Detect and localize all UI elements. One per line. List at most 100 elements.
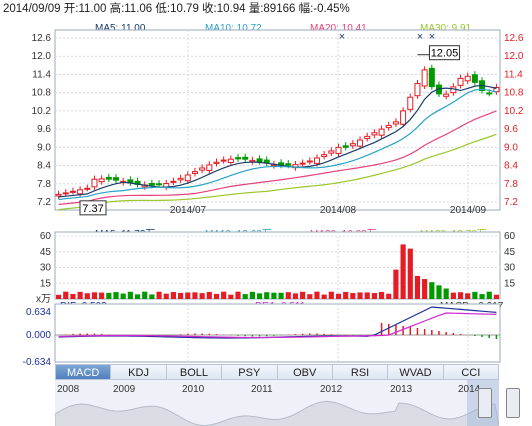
ma5-line — [58, 84, 497, 198]
candle — [249, 159, 256, 163]
volume-bar — [343, 291, 349, 299]
volume-bar — [206, 291, 212, 299]
volume-bar — [77, 291, 83, 299]
date-axis-tick: 2014/09 — [450, 205, 487, 216]
price-axis-tick: 10.2 — [32, 106, 52, 117]
candle — [91, 178, 98, 188]
volume-bar — [493, 294, 499, 299]
price-axis-tick: 11.4 — [32, 69, 51, 80]
indicator-tabs: MACD KDJ BOLL PSY OBV RSI WVAD CCI — [55, 364, 499, 380]
candle — [335, 146, 342, 154]
ma20-legend: MA20: 10.41 — [310, 23, 367, 34]
tab-kdj[interactable]: KDJ — [110, 364, 166, 380]
volume-bar — [213, 293, 220, 299]
candle — [199, 167, 206, 171]
candle — [77, 189, 84, 195]
candle — [421, 69, 428, 87]
tab-obv[interactable]: OBV — [276, 364, 332, 380]
volume-bar — [163, 293, 169, 299]
date-axis-tick: 2014/07 — [170, 205, 207, 216]
tab-wvad[interactable]: WVAD — [387, 364, 443, 380]
navigator-right-handle[interactable] — [506, 388, 520, 418]
volume-axis-tick: 30 — [40, 263, 52, 274]
candle — [414, 83, 421, 97]
volume-bar — [134, 294, 141, 299]
candle — [357, 139, 364, 147]
candle — [148, 182, 155, 186]
volume-bar — [264, 292, 270, 299]
candle — [191, 171, 198, 174]
candle — [428, 67, 435, 88]
year-label: 2013 — [390, 384, 413, 395]
volume-bar — [321, 294, 327, 299]
candle — [407, 96, 414, 110]
tab-macd[interactable]: MACD — [55, 364, 111, 380]
candle — [400, 110, 407, 125]
candle — [256, 158, 263, 163]
bookmark-x-icon: × — [339, 31, 345, 43]
volume-bar — [84, 293, 90, 299]
volume-bar — [142, 291, 148, 299]
volume-bar — [91, 292, 98, 299]
timeline-navigator[interactable]: 2008 2009 2010 2011 2012 2013 2014 — [55, 380, 499, 426]
candle — [443, 93, 450, 97]
candle — [84, 187, 91, 190]
low-price-callout — [79, 200, 107, 216]
candle — [349, 143, 356, 147]
volume-bar — [156, 291, 162, 299]
candle — [392, 121, 399, 125]
candle — [457, 77, 464, 86]
volume-bar — [357, 292, 363, 299]
candle — [371, 132, 378, 136]
volume-bar — [292, 293, 299, 299]
volume-bar — [149, 294, 155, 299]
candle — [177, 177, 184, 181]
candle — [220, 159, 227, 162]
volume-bar — [221, 291, 227, 299]
bookmark-x-icon: × — [429, 31, 435, 43]
volume-bar — [364, 292, 370, 299]
price-axis-tick-right: 9.6 — [504, 124, 518, 135]
date-axis-tick: 2014/08 — [320, 205, 357, 216]
volume-bar — [436, 285, 442, 299]
volume-axis-tick: x万 — [36, 294, 51, 305]
volume-bar — [256, 293, 263, 299]
volume-bar — [249, 291, 255, 299]
tab-rsi[interactable]: RSI — [331, 364, 388, 380]
volume-axis-tick: 45 — [40, 247, 52, 258]
price-axis-tick-right: 12.6 — [504, 33, 524, 44]
volume-bar — [178, 292, 184, 299]
price-axis-tick-right: 10.8 — [504, 88, 524, 99]
volume-axis-tick-right: 30 — [504, 263, 516, 274]
ma30-line — [58, 133, 497, 211]
low-price-label: 7.37 — [82, 203, 103, 215]
volume-bar — [242, 294, 248, 299]
tab-cci[interactable]: CCI — [442, 364, 499, 380]
volume-bar — [99, 292, 105, 299]
quote-summary-header: 2014/09/09 开:11.00 高:11.06 低:10.79 收:10.… — [3, 3, 350, 15]
year-label: 2009 — [113, 384, 136, 395]
candle — [385, 124, 392, 129]
candle — [55, 193, 62, 197]
price-axis-tick-right: 8.4 — [504, 161, 518, 172]
candle — [113, 177, 120, 181]
navigator-left-handle[interactable] — [478, 388, 492, 418]
candle — [328, 150, 335, 154]
volume-bar — [386, 293, 392, 299]
price-axis-tick-right: 12.0 — [504, 51, 524, 62]
tab-psy[interactable]: PSY — [221, 364, 277, 380]
tab-boll[interactable]: BOLL — [165, 364, 222, 380]
price-axis-tick: 12.6 — [32, 33, 52, 44]
volume-bar — [314, 291, 320, 299]
ma10-line — [58, 88, 497, 201]
volume-bar — [113, 292, 119, 299]
macd-axis-tick: 0.634 — [26, 307, 51, 318]
macd-panel-frame — [54, 303, 501, 363]
ma5-legend: MA5: 11.00 — [95, 23, 146, 34]
volume-axis-tick-right: 45 — [504, 247, 516, 258]
candle — [486, 92, 493, 95]
price-axis-tick: 9.6 — [37, 124, 51, 135]
candle — [321, 154, 328, 157]
candle — [364, 135, 371, 140]
